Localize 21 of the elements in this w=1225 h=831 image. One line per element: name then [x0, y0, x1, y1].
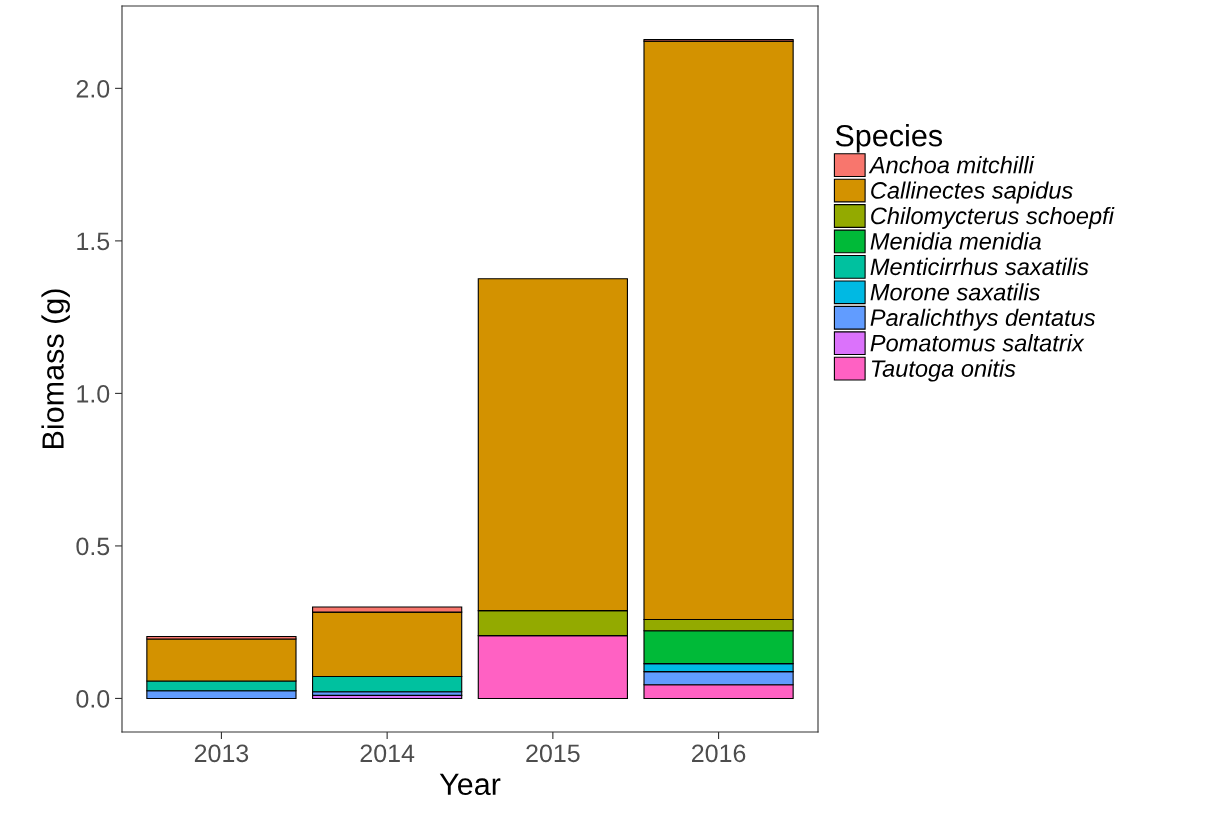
- legend-label: Anchoa mitchilli: [868, 156, 1035, 174]
- y-tick-label: 1.5: [77, 232, 110, 251]
- y-tick-label: 2.0: [76, 79, 110, 98]
- legend-label: Tautoga onitis: [871, 359, 1016, 382]
- legend-label: Pomatomus saltatrix: [870, 334, 1085, 352]
- x-axis-title: Year: [439, 773, 501, 796]
- legend-label: Chilomycterus schoepfi: [871, 206, 1115, 229]
- legend-label: Menticirrhus saxatilis: [870, 257, 1089, 276]
- legend-label: Callinectes sapidus: [871, 181, 1073, 204]
- y-tick-label: 0.0: [76, 690, 110, 708]
- y-tick-label: 1.0: [77, 385, 110, 403]
- legend-title: Species: [835, 124, 943, 153]
- legend-label: Morone saxatilis: [870, 283, 1040, 301]
- x-tick-label: 2013: [194, 744, 249, 763]
- x-tick-label: 2014: [360, 744, 415, 763]
- legend-label: Paralichthys dentatus: [870, 308, 1096, 331]
- y-axis-title: Biomass (g): [41, 289, 70, 448]
- y-tick-label: 0.5: [76, 537, 110, 556]
- legend-label: Menidia menidia: [870, 232, 1041, 250]
- x-tick-label: 2016: [692, 744, 746, 763]
- x-tick-label: 2015: [526, 744, 580, 763]
